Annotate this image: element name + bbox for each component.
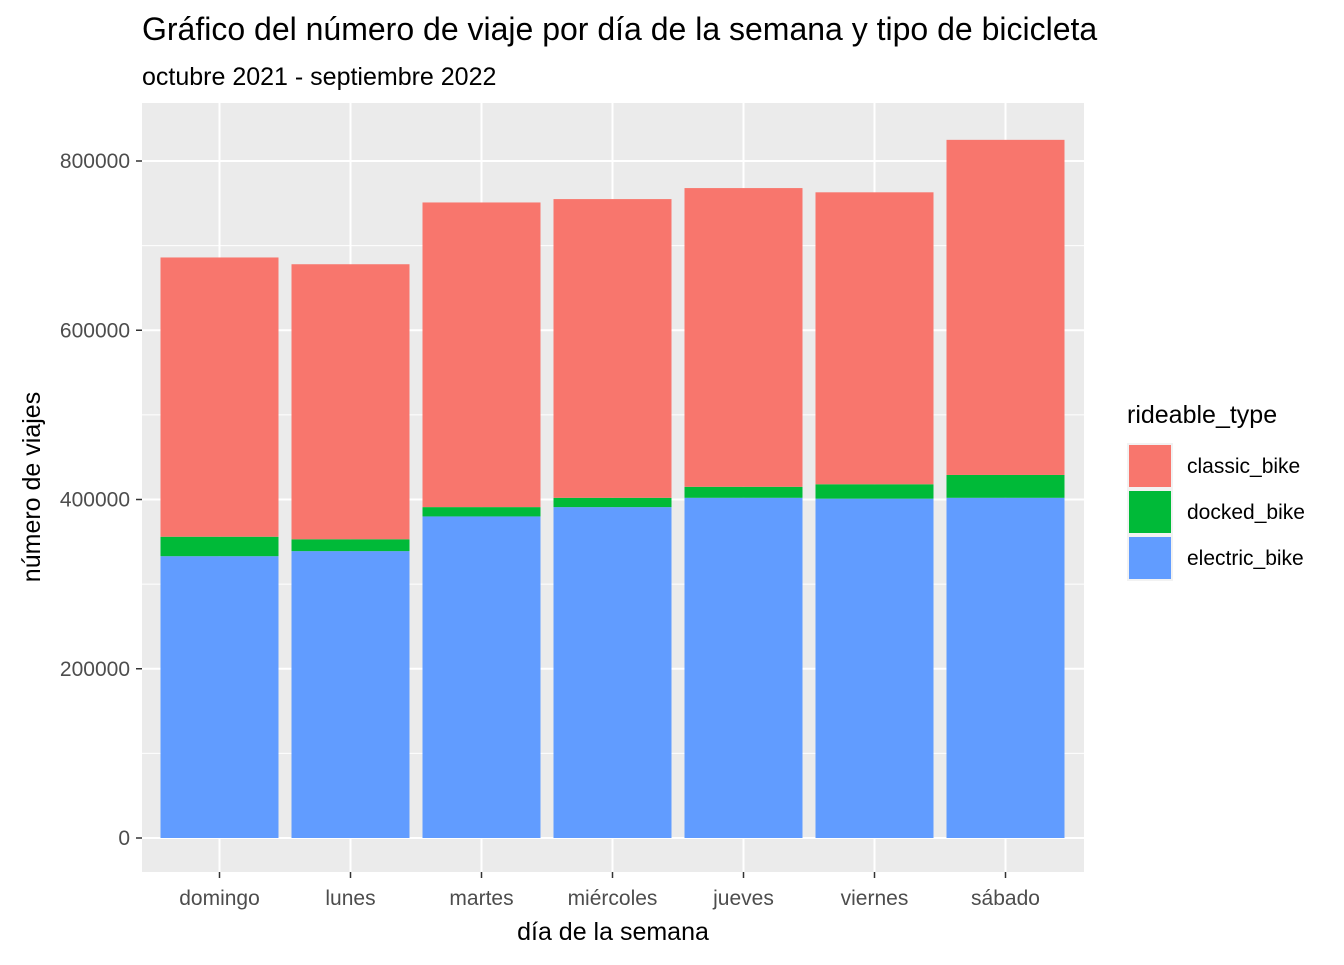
y-tick-label: 200000 xyxy=(60,658,130,681)
y-tick-label: 600000 xyxy=(60,319,130,342)
bar-classic-bike xyxy=(422,202,541,508)
bar-classic-bike xyxy=(553,199,672,498)
x-tick-label: jueves xyxy=(712,887,774,910)
bar-electric-bike xyxy=(291,551,410,838)
bar-classic-bike xyxy=(684,188,803,487)
bar-electric-bike xyxy=(422,516,541,838)
legend-label: classic_bike xyxy=(1187,455,1300,478)
bar-docked-bike xyxy=(160,536,279,557)
x-tick-label: viernes xyxy=(841,887,909,910)
bar-electric-bike xyxy=(684,497,803,838)
bar-electric-bike xyxy=(553,507,672,838)
bar-docked-bike xyxy=(946,474,1065,498)
bar-classic-bike xyxy=(160,257,279,537)
bar-electric-bike xyxy=(815,498,934,838)
chart-subtitle: octubre 2021 - septiembre 2022 xyxy=(142,63,496,91)
bar-docked-bike xyxy=(684,486,803,498)
x-axis-title: día de la semana xyxy=(517,918,709,946)
y-tick-label: 800000 xyxy=(60,150,130,173)
y-axis-title: número de viajes xyxy=(18,392,46,582)
x-tick-label: domingo xyxy=(179,887,260,910)
x-tick-label: miércoles xyxy=(568,887,658,910)
bar-docked-bike xyxy=(422,507,541,517)
bar-electric-bike xyxy=(160,556,279,838)
legend-swatch xyxy=(1129,491,1171,533)
y-tick-label: 0 xyxy=(118,827,130,850)
bars xyxy=(160,139,1065,838)
bar-classic-bike xyxy=(291,264,410,540)
legend: rideable_type classic_bike docked_bikeele… xyxy=(1127,401,1305,581)
bar-classic-bike xyxy=(815,192,934,485)
chart-title: Gráfico del número de viaje por día de l… xyxy=(142,11,1097,47)
legend-label: docked_bike xyxy=(1187,501,1305,524)
axes: 0 200000 400000 600000 800000 domingo lunes mar… xyxy=(60,150,1040,910)
bar-docked-bike xyxy=(553,497,672,508)
x-tick-label: sábado xyxy=(971,887,1040,910)
x-tick-label: lunes xyxy=(325,887,375,910)
bar-docked-bike xyxy=(815,484,934,499)
legend-swatch xyxy=(1129,537,1171,579)
bar-classic-bike xyxy=(946,139,1065,475)
legend-title: rideable_type xyxy=(1127,401,1277,429)
legend-swatch xyxy=(1129,445,1171,487)
y-tick-label: 400000 xyxy=(60,489,130,512)
x-tick-label: martes xyxy=(449,887,513,910)
legend-items: classic_bike docked_bike electric_bike xyxy=(1127,443,1305,581)
bar-docked-bike xyxy=(291,539,410,552)
bar-electric-bike xyxy=(946,497,1065,838)
legend-label: electric_bike xyxy=(1187,547,1304,570)
